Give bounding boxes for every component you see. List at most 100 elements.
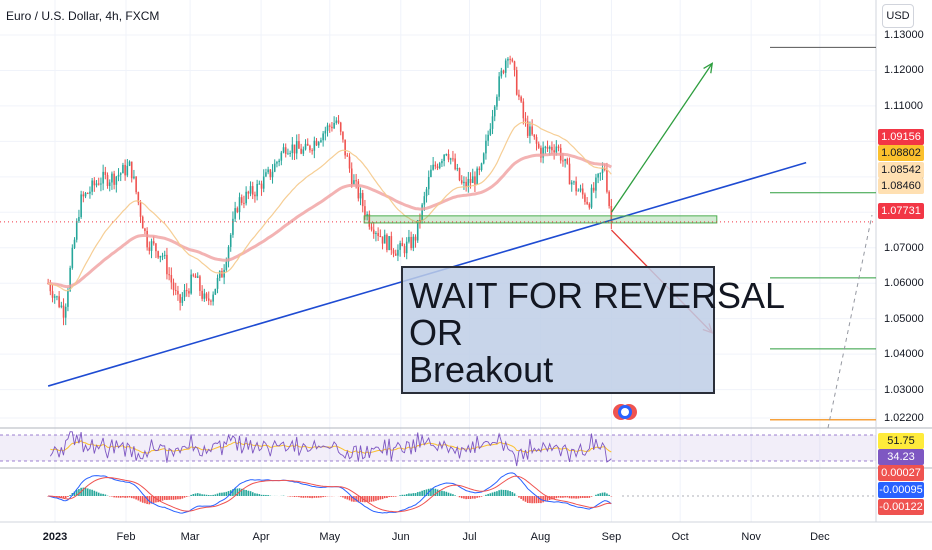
macd-bar (207, 495, 210, 496)
macd-bar (575, 496, 577, 499)
candle-body (309, 145, 311, 151)
macd-bar (100, 493, 102, 496)
macd-bar (416, 492, 419, 496)
candle-body (306, 143, 309, 146)
candle-body (62, 305, 65, 318)
macd-bar (163, 496, 166, 500)
candle-body (190, 274, 192, 294)
price-axis-tick: 1.02200 (884, 411, 924, 424)
macd-bar (126, 496, 129, 498)
macd-bar (493, 491, 496, 496)
candle-body (511, 59, 514, 62)
candle-body (150, 241, 153, 251)
macd-bar (210, 495, 212, 496)
macd-bar (489, 493, 492, 496)
candle-body (194, 275, 197, 278)
candle-body (491, 116, 494, 129)
macd-bar (419, 491, 421, 496)
candle-body (82, 194, 85, 197)
macd-bar (157, 496, 159, 503)
macd-bar (315, 496, 318, 498)
candle-body (526, 121, 529, 136)
candle-body (478, 168, 481, 170)
macd-bar (366, 496, 368, 502)
macd-bar (181, 496, 184, 499)
candle-body (513, 61, 516, 71)
candle-body (564, 159, 566, 162)
ema-short-line (47, 121, 612, 292)
currency-selector[interactable]: USD (882, 4, 914, 28)
macd-bar (254, 493, 256, 496)
candle-body (388, 236, 390, 251)
candle-body (315, 140, 318, 146)
macd-bar (289, 496, 291, 497)
candle-body (133, 176, 135, 179)
annotation-box[interactable]: WAIT FOR REVERSAL OR Breakout (401, 266, 785, 394)
macd-bar (304, 496, 307, 498)
macd-bar (557, 496, 560, 498)
candle-body (467, 179, 470, 188)
macd-bar (60, 496, 63, 498)
candle-body (203, 293, 206, 299)
macd-bar (546, 496, 549, 501)
candle-body (183, 290, 186, 298)
candle-body (227, 246, 230, 262)
macd-bar (221, 492, 223, 496)
candle-body (493, 106, 496, 117)
macd-bar (111, 496, 113, 497)
candle-body (119, 173, 122, 175)
macd-badge: -0.00095 (878, 482, 924, 498)
candle-body (69, 267, 71, 291)
macd-bar (452, 494, 454, 496)
candle-body (597, 173, 599, 178)
macd-bar (399, 495, 401, 496)
macd-bar (474, 496, 476, 499)
macd-bar (379, 496, 382, 500)
candle-body (531, 126, 533, 135)
candle-body (496, 96, 498, 107)
candle-body (548, 146, 551, 149)
candle-body (152, 241, 155, 244)
rsi-line (49, 431, 612, 467)
macd-bar (463, 496, 465, 499)
candle-body (423, 196, 426, 205)
candle-body (579, 188, 582, 191)
candle-body (291, 144, 294, 153)
support-zone (363, 215, 718, 224)
macd-bar (130, 496, 133, 499)
rsi-badge: 34.23 (878, 449, 924, 465)
macd-bar (135, 496, 137, 500)
macd-bar (573, 496, 575, 499)
candle-body (216, 277, 219, 289)
macd-bar (522, 496, 525, 501)
macd-bar (597, 493, 599, 496)
macd-bar (471, 496, 474, 499)
macd-bar (599, 493, 602, 496)
candle-body (115, 176, 118, 185)
candle-body (84, 193, 87, 197)
macd-bar (293, 496, 296, 498)
candle-body (146, 230, 148, 248)
macd-bar (388, 496, 390, 498)
macd-bar (443, 491, 445, 496)
projection-dashed-line (827, 214, 873, 429)
candle-body (586, 201, 588, 204)
economic-event-icon[interactable] (612, 402, 638, 422)
macd-bar (205, 494, 208, 496)
candle-body (210, 300, 212, 302)
macd-bar (113, 496, 115, 498)
candle-body (91, 180, 93, 192)
candle-body (144, 228, 146, 231)
macd-bar (93, 490, 96, 496)
macd-bar (168, 496, 170, 500)
macd-bar (179, 496, 181, 500)
macd-bar (405, 494, 408, 496)
candle-body (364, 206, 366, 216)
candle-body (399, 243, 401, 250)
time-axis-tick: Aug (530, 531, 551, 543)
candle-body (117, 174, 120, 177)
macd-bar (84, 487, 87, 496)
candle-body (408, 236, 410, 242)
candle-body (100, 183, 102, 185)
